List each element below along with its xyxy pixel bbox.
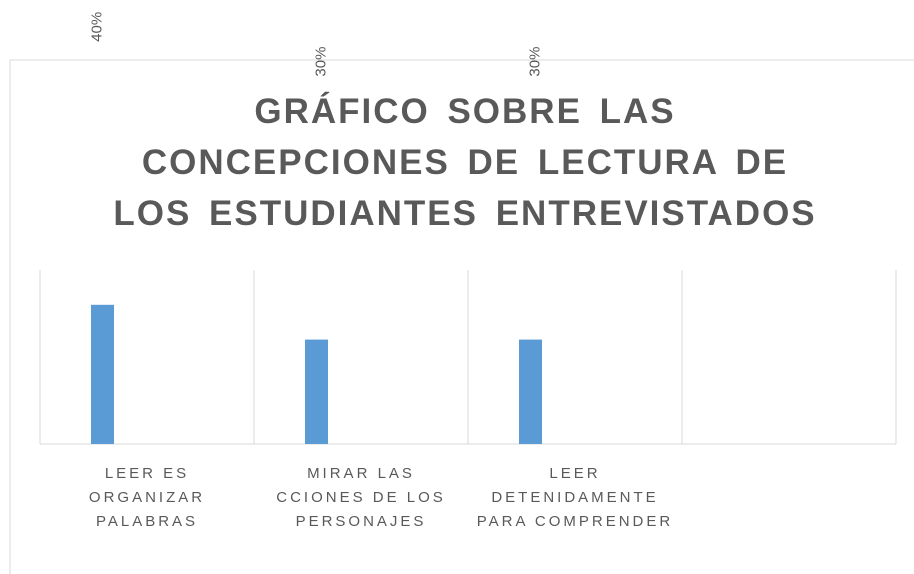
chart-title: GRÁFICO SOBRE LAS CONCEPCIONES DE LECTUR… <box>113 92 817 233</box>
data-label: 30% <box>526 47 543 77</box>
x-tick-label: LEER DETENIDAMENTE PARA COMPRENDER <box>476 465 674 530</box>
bar <box>91 304 114 444</box>
bar <box>519 339 542 444</box>
bar <box>305 339 328 444</box>
x-tick-label: MIRAR LAS CCIONES DE LOS PERSONAJES <box>276 465 446 530</box>
data-label: 30% <box>312 47 329 77</box>
data-label: 40% <box>88 12 105 42</box>
x-tick-label: LEER ES ORGANIZAR PALABRAS <box>88 465 206 530</box>
